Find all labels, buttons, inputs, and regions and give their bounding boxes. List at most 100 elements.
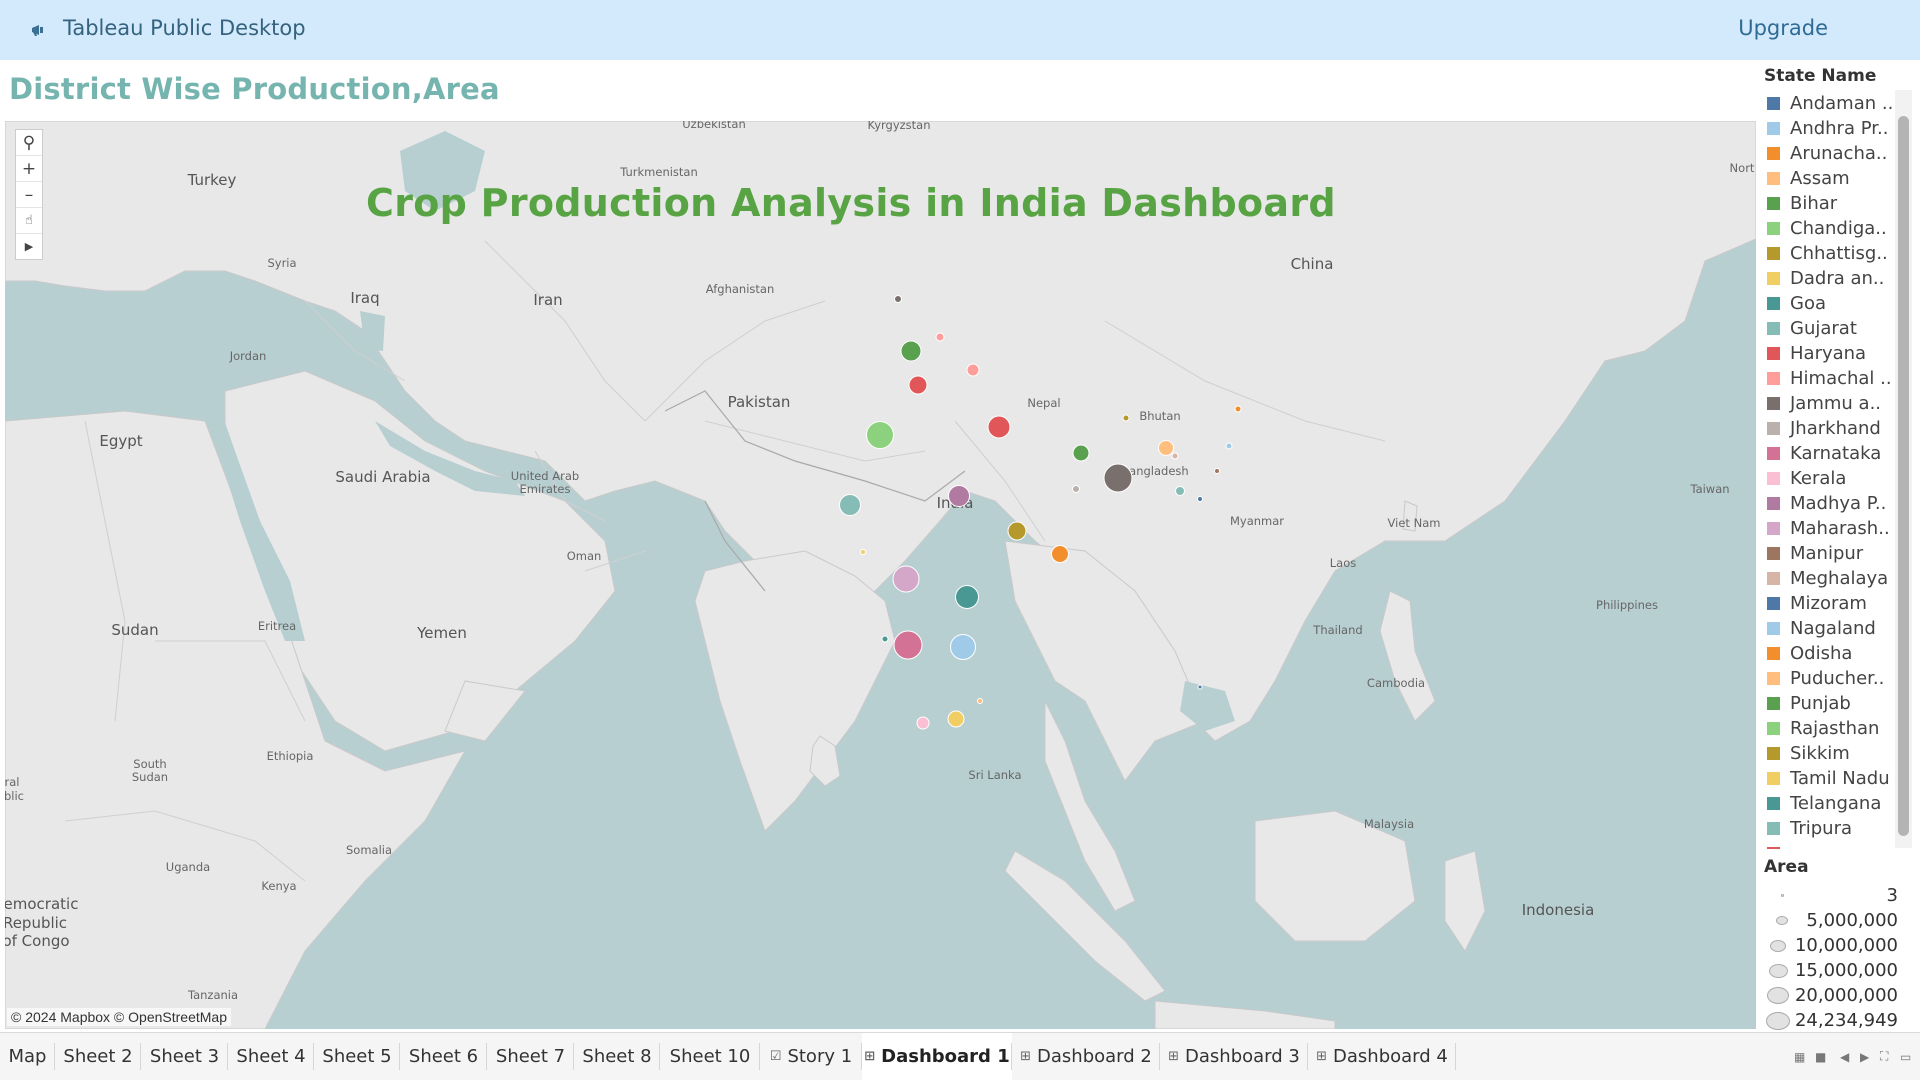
state-legend-label: Puducher..	[1790, 668, 1885, 689]
tab-sheet-7[interactable]: Sheet 7	[487, 1033, 574, 1080]
scroll-tabs-left-icon[interactable]: ◀	[1840, 1049, 1850, 1064]
state-legend-item[interactable]: Madhya P..	[1762, 491, 1920, 516]
legend-color-swatch	[1767, 647, 1780, 660]
state-legend-item[interactable]: Mizoram	[1762, 591, 1920, 616]
tab-sheet-6[interactable]: Sheet 6	[400, 1033, 487, 1080]
map-label-china: China	[1290, 255, 1334, 273]
tab-map[interactable]: Map	[0, 1033, 55, 1080]
state-legend-label: Madhya P..	[1790, 493, 1887, 514]
dashboard-title: Crop Production Analysis in India Dashbo…	[366, 181, 1336, 225]
state-legend-item[interactable]: Sikkim	[1762, 741, 1920, 766]
area-legend-item[interactable]: 3	[1762, 883, 1920, 908]
state-legend-item[interactable]: Punjab	[1762, 691, 1920, 716]
state-legend-item[interactable]: Maharash..	[1762, 516, 1920, 541]
state-legend-item[interactable]: Rajasthan	[1762, 716, 1920, 741]
state-legend-item[interactable]: Tripura	[1762, 816, 1920, 841]
state-legend-item[interactable]: Nagaland	[1762, 616, 1920, 641]
state-legend-item[interactable]: Kerala	[1762, 466, 1920, 491]
area-legend-item[interactable]: 20,000,000	[1762, 983, 1920, 1008]
map-view[interactable]: Crop Production Analysis in India Dashbo…	[5, 121, 1756, 1029]
tab-separator	[486, 1043, 487, 1070]
tab-story-1[interactable]: ☑ Story 1	[760, 1033, 862, 1080]
state-legend-item[interactable]: Gujarat	[1762, 316, 1920, 341]
mark-manipur	[1214, 468, 1220, 474]
tab-sheet-8[interactable]: Sheet 8	[574, 1033, 660, 1080]
mark-goa	[881, 635, 889, 643]
state-legend-item[interactable]: Karnataka	[1762, 441, 1920, 466]
area-legend-value: 10,000,000	[1794, 935, 1898, 956]
tab-sheet-10[interactable]: Sheet 10	[660, 1033, 760, 1080]
map-attribution[interactable]: © 2024 Mapbox © OpenStreetMap	[7, 1008, 231, 1026]
legend-color-swatch	[1767, 747, 1780, 760]
upgrade-link[interactable]: Upgrade	[1738, 16, 1828, 40]
tab-label: Dashboard 4	[1333, 1046, 1448, 1067]
tab-label: Sheet 7	[495, 1046, 566, 1067]
tab-dashboard-2[interactable]: ⊞ Dashboard 2	[1012, 1033, 1160, 1080]
tab-dashboard-1[interactable]: ⊞ Dashboard 1	[862, 1033, 1012, 1080]
lasso-select-icon[interactable]: ☝	[16, 208, 42, 234]
state-legend-item[interactable]: Assam	[1762, 166, 1920, 191]
state-legend-item[interactable]: Bihar	[1762, 191, 1920, 216]
area-legend-item[interactable]: 5,000,000	[1762, 908, 1920, 933]
state-legend-item[interactable]: Haryana	[1762, 341, 1920, 366]
state-legend-label: Chandiga..	[1790, 218, 1887, 239]
show-sheet-sorter-icon[interactable]: ▦	[1794, 1049, 1806, 1064]
search-icon[interactable]: ⚲	[16, 130, 42, 156]
area-legend-value: 15,000,000	[1794, 960, 1898, 981]
state-legend-item[interactable]	[1762, 841, 1920, 849]
mark-karnataka	[893, 630, 923, 660]
mark-kerala	[916, 716, 930, 730]
state-legend-item[interactable]: Andhra Pr..	[1762, 116, 1920, 141]
map-label-yemen: Yemen	[417, 624, 467, 642]
state-legend-label: Haryana	[1790, 343, 1867, 364]
presentation-mode-icon[interactable]: ▭	[1900, 1049, 1912, 1064]
tab-label: Sheet 6	[408, 1046, 479, 1067]
legend-color-swatch	[1767, 722, 1780, 735]
app-title: Tableau Public Desktop	[63, 16, 306, 40]
mark-punjab	[900, 340, 922, 362]
legend-color-swatch	[1767, 572, 1780, 585]
state-legend-item[interactable]: Goa	[1762, 291, 1920, 316]
state-legend-item[interactable]: Arunacha..	[1762, 141, 1920, 166]
tab-label: Sheet 4	[236, 1046, 306, 1067]
legend-color-swatch	[1767, 247, 1780, 260]
tab-dashboard-3[interactable]: ⊞ Dashboard 3	[1160, 1033, 1308, 1080]
zoom-in-icon[interactable]: +	[16, 156, 42, 182]
mark-telangana	[955, 585, 979, 609]
tab-label: Sheet 3	[149, 1046, 220, 1067]
mark-tripura	[1175, 486, 1185, 496]
expand-toolbar-icon[interactable]: ▶	[24, 240, 34, 253]
tab-sheet-5[interactable]: Sheet 5	[314, 1033, 400, 1080]
state-legend-item[interactable]: Puducher..	[1762, 666, 1920, 691]
map-label-sri-lanka: Sri Lanka	[968, 768, 1022, 782]
state-legend-item[interactable]: Dadra an..	[1762, 266, 1920, 291]
state-legend-item[interactable]: Tamil Nadu	[1762, 766, 1920, 791]
scroll-tabs-right-icon[interactable]: ▶	[1860, 1049, 1870, 1064]
state-legend-item[interactable]: Chhattisg..	[1762, 241, 1920, 266]
state-legend-item[interactable]: Chandiga..	[1762, 216, 1920, 241]
state-legend-item[interactable]: Manipur	[1762, 541, 1920, 566]
map-label-bhutan: Bhutan	[1139, 409, 1181, 423]
tab-dashboard-4[interactable]: ⊞ Dashboard 4	[1308, 1033, 1456, 1080]
mark-andaman	[1197, 684, 1203, 690]
state-legend-item[interactable]: Jharkhand	[1762, 416, 1920, 441]
legend-scrollbar[interactable]	[1895, 90, 1912, 848]
state-legend-item[interactable]: Odisha	[1762, 641, 1920, 666]
zoom-out-icon[interactable]: –	[16, 182, 42, 208]
tab-sheet-2[interactable]: Sheet 2	[55, 1033, 141, 1080]
area-legend-item[interactable]: 10,000,000	[1762, 933, 1920, 958]
state-legend-item[interactable]: Telangana	[1762, 791, 1920, 816]
fit-to-window-icon[interactable]: ⛶	[1880, 1049, 1889, 1063]
state-legend-item[interactable]: Andaman ..	[1762, 91, 1920, 116]
state-legend-label: Manipur	[1790, 543, 1864, 564]
tab-sheet-4[interactable]: Sheet 4	[228, 1033, 314, 1080]
area-legend-item[interactable]: 24,234,949	[1762, 1008, 1920, 1033]
state-legend-item[interactable]: Meghalaya	[1762, 566, 1920, 591]
tab-sheet-3[interactable]: Sheet 3	[141, 1033, 228, 1080]
state-legend-item[interactable]: Himachal ..	[1762, 366, 1920, 391]
state-legend-item[interactable]: Jammu a..	[1762, 391, 1920, 416]
legend-scroll-thumb[interactable]	[1898, 116, 1909, 836]
area-legend-item[interactable]: 15,000,000	[1762, 958, 1920, 983]
state-legend-label: Assam	[1790, 168, 1850, 189]
show-filmstrip-icon[interactable]: ■	[1815, 1049, 1827, 1064]
